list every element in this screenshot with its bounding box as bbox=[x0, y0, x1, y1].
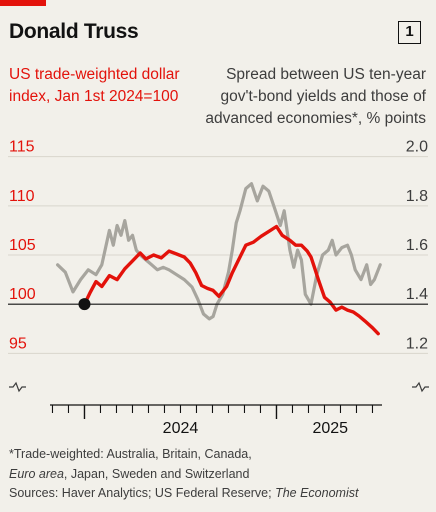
right-axis-label: Spread between US ten-year gov't-bond yi… bbox=[205, 66, 426, 127]
x-year-label: 2024 bbox=[163, 420, 199, 437]
series-group bbox=[56, 182, 382, 336]
x-year-label: 2025 bbox=[312, 420, 348, 437]
right-tick-label: 1.2 bbox=[406, 335, 428, 352]
footnote-countries: , Japan, Sweden and Switzerland bbox=[63, 466, 250, 481]
chart: 95 100 105 110 115 1.2 1.4 1.6 1.8 2.0 2024 2025 bbox=[8, 139, 429, 437]
right-tick-label: 1.6 bbox=[406, 237, 428, 254]
right-tick-label: 1.8 bbox=[406, 188, 428, 205]
footnote-line-2: Euro area, Japan, Sweden and Switzerland bbox=[9, 465, 429, 485]
footnote-euro-area: Euro area bbox=[9, 466, 64, 481]
left-tick-label: 115 bbox=[9, 139, 35, 156]
brand-tag bbox=[0, 0, 46, 6]
footnote: *Trade-weighted: Australia, Britain, Can… bbox=[9, 445, 429, 504]
left-axis-ticks: 95 100 105 110 115 bbox=[9, 139, 36, 353]
right-tick-label: 1.4 bbox=[406, 286, 428, 303]
footnote-sources-text: Sources: Haver Analytics; US Federal Res… bbox=[9, 486, 276, 500]
chart-number-badge: 1 bbox=[398, 21, 421, 44]
right-axis-ticks: 1.2 1.4 1.6 1.8 2.0 bbox=[406, 139, 428, 353]
gridlines bbox=[8, 156, 428, 354]
baseline-group bbox=[8, 298, 428, 311]
footnote-sources: Sources: Haver Analytics; US Federal Res… bbox=[9, 484, 429, 504]
footnote-line-1: *Trade-weighted: Australia, Britain, Can… bbox=[9, 447, 252, 461]
dollar-index-series-line bbox=[82, 224, 380, 336]
left-tick-label: 95 bbox=[9, 335, 27, 352]
left-tick-label: 105 bbox=[9, 237, 36, 254]
left-axis-break-icon bbox=[9, 381, 26, 393]
left-tick-label: 110 bbox=[9, 188, 35, 205]
right-axis-break-icon bbox=[412, 381, 429, 393]
left-axis-label: US trade-weighted dollar index, Jan 1st … bbox=[9, 66, 180, 105]
footnote-publisher: The Economist bbox=[275, 486, 359, 500]
chart-title: Donald Truss bbox=[9, 20, 139, 43]
baseline-marker-dot bbox=[78, 298, 91, 311]
right-tick-label: 2.0 bbox=[406, 139, 428, 156]
spread-series-line bbox=[56, 182, 382, 321]
x-axis: 2024 2025 bbox=[9, 381, 429, 437]
left-tick-label: 100 bbox=[9, 286, 36, 303]
